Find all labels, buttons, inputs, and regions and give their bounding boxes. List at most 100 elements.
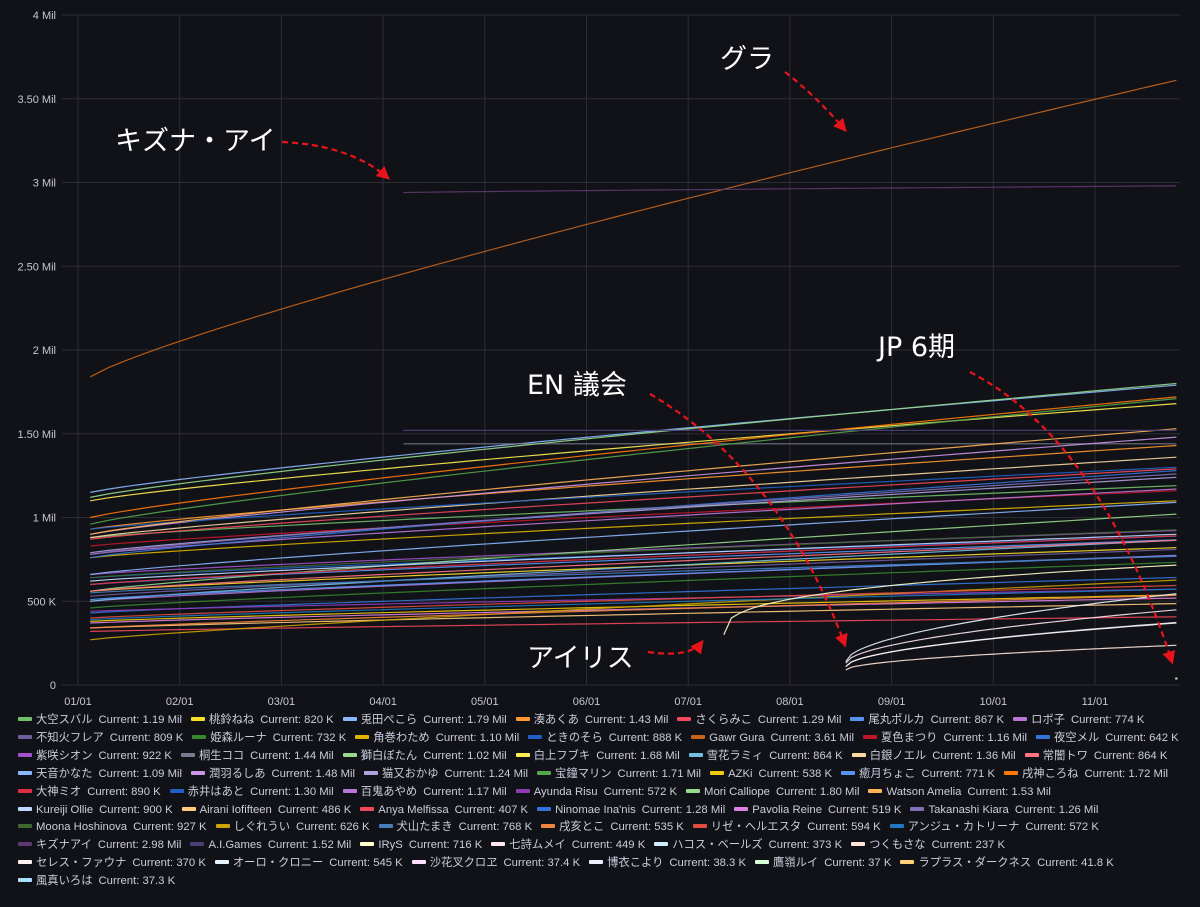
legend-item[interactable]: Ninomae Ina'nis Current: 1.28 Mil (537, 802, 725, 820)
legend-item[interactable]: 鷹嶺ルイ Current: 37 K (755, 855, 891, 873)
legend-series-name: Gawr Gura (709, 731, 765, 744)
legend-item[interactable]: Gawr Gura Current: 3.61 Mil (691, 730, 854, 748)
legend-series-name: 常闇トワ (1042, 749, 1088, 762)
legend-swatch (691, 734, 706, 739)
legend-current-value: Current: 37 K (824, 857, 892, 870)
x-axis: 01/01 02/01 03/01 04/01 05/01 06/01 07/01 08/01… (64, 696, 1108, 708)
legend-item[interactable]: 潤羽るしあ Current: 1.48 Mil (191, 766, 355, 784)
legend-item[interactable]: キズナアイ Current: 2.98 Mil (18, 837, 181, 855)
legend-series-name: Moona Hoshinova (36, 821, 128, 834)
legend-current-value: Current: 1.26 Mil (1014, 803, 1099, 816)
legend-item[interactable]: 赤井はあと Current: 1.30 Mil (169, 784, 334, 802)
legend-series-name: 赤井はあと (187, 785, 245, 798)
legend-item[interactable]: 尾丸ポルカ Current: 867 K (850, 712, 1004, 730)
legend-series-name: Ninomae Ina'nis (555, 803, 636, 816)
legend-item[interactable]: 戌亥とこ Current: 535 K (541, 819, 684, 837)
legend-swatch (589, 860, 604, 865)
legend-item[interactable]: Takanashi Kiara Current: 1.26 Mil (910, 802, 1098, 820)
series-line-43 (90, 594, 1177, 629)
legend-item[interactable]: セレス・ファウナ Current: 370 K (18, 855, 206, 873)
x-tick-label: 03/01 (268, 696, 296, 708)
legend-item[interactable]: ラプラス・ダークネス Current: 41.8 K (900, 855, 1114, 873)
legend-item[interactable]: 紫咲シオン Current: 922 K (18, 748, 172, 766)
legend-swatch (851, 842, 866, 847)
legend-swatch (355, 734, 370, 739)
legend-item[interactable]: ときのそら Current: 888 K (528, 730, 682, 748)
legend-item[interactable]: 大神ミオ Current: 890 K (18, 784, 161, 802)
legend-item[interactable]: 桐生ココ Current: 1.44 Mil (180, 748, 334, 766)
legend-item[interactable]: 犬山たまき Current: 768 K (378, 819, 532, 837)
legend-item[interactable]: 七詩ムメイ Current: 449 K (491, 837, 645, 855)
legend-current-value: Current: 1.19 Mil (98, 714, 183, 726)
legend-item[interactable]: Moona Hoshinova Current: 927 K (18, 819, 207, 837)
legend-current-value: Current: 2.98 Mil (97, 839, 182, 852)
legend-item[interactable]: Ayunda Risu Current: 572 K (515, 784, 677, 802)
series-line-48 (723, 564, 1177, 636)
legend-item[interactable]: 角巻わため Current: 1.10 Mil (355, 730, 519, 748)
legend-item[interactable]: 獅白ぼたん Current: 1.02 Mil (342, 748, 507, 766)
legend-item[interactable]: ロボ子 Current: 774 K (1013, 712, 1144, 730)
legend-swatch (528, 734, 543, 739)
legend-swatch (515, 717, 530, 722)
legend-item[interactable]: 白上フブキ Current: 1.68 Mil (515, 748, 680, 766)
legend-item[interactable]: 天音かなた Current: 1.09 Mil (18, 766, 182, 784)
legend-item[interactable]: 不知火フレア Current: 809 K (18, 730, 183, 748)
legend-item[interactable]: さくらみこ Current: 1.29 Mil (677, 712, 841, 730)
legend-item[interactable]: AZKi Current: 538 K (710, 766, 832, 784)
legend-item[interactable]: 大空スバル Current: 1.19 Mil (18, 712, 182, 730)
series-line-7 (90, 548, 1177, 597)
series-line-33 (90, 428, 1177, 535)
legend-item[interactable]: 夏色まつり Current: 1.16 Mil (862, 730, 1027, 748)
y-axis: 0 500 K 1 Mil 1.50 Mil 2 Mil 2.50 Mil 3 Mil 3.5… (17, 10, 56, 692)
legend-item[interactable]: Mori Calliope Current: 1.80 Mil (686, 784, 859, 802)
legend-item[interactable]: 博衣こより Current: 38.3 K (589, 855, 746, 873)
legend-item[interactable]: Anya Melfissa Current: 407 K (360, 802, 528, 820)
legend-series-name: 兎田ぺこら (360, 714, 418, 726)
legend-item[interactable]: A.I.Games Current: 1.52 Mil (190, 837, 351, 855)
legend-item[interactable]: Pavolia Reine Current: 519 K (734, 802, 901, 820)
legend-item[interactable]: 常闇トワ Current: 864 K (1024, 748, 1167, 766)
annotation-label: アイリス (527, 643, 634, 674)
legend-item[interactable]: 猫又おかゆ Current: 1.24 Mil (364, 766, 528, 784)
legend-series-name: 潤羽るしあ (209, 767, 266, 780)
legend-series-name: Watson Amelia (886, 785, 962, 798)
series-line-53 (845, 593, 1177, 662)
legend-item[interactable]: 夜空メル Current: 642 K (1036, 730, 1179, 748)
legend-item[interactable]: しぐれうい Current: 626 K (215, 819, 370, 837)
legend-item[interactable]: ハコス・ベールズ Current: 373 K (654, 837, 842, 855)
legend-series-name: Airani Iofifteen (199, 803, 272, 816)
legend-item[interactable]: リゼ・ヘルエスタ Current: 594 K (692, 819, 881, 837)
legend-item[interactable]: オーロ・クロニー Current: 545 K (214, 855, 403, 873)
legend-swatch (190, 842, 205, 847)
legend-swatch (1003, 770, 1018, 775)
legend-item[interactable]: Kureiji Ollie Current: 900 K (18, 802, 173, 820)
legend-item[interactable]: 癒月ちょこ Current: 771 K (841, 766, 995, 784)
legend-swatch (18, 717, 32, 722)
legend-current-value: Current: 900 K (99, 803, 173, 816)
legend-item[interactable]: 湊あくあ Current: 1.43 Mil (515, 712, 668, 730)
annotation-label: EN 議会 (527, 370, 627, 401)
legend-item[interactable]: Watson Amelia Current: 1.53 Mil (868, 784, 1051, 802)
legend-item[interactable]: 風真いろは Current: 37.3 K (18, 873, 175, 891)
legend-item[interactable]: 雪花ラミィ Current: 864 K (688, 748, 843, 766)
legend-item[interactable]: つくもさな Current: 237 K (851, 837, 1005, 855)
legend-item[interactable]: 姫森ルーナ Current: 732 K (192, 730, 346, 748)
legend-swatch (169, 788, 184, 793)
legend-swatch (342, 788, 357, 793)
legend-item[interactable]: IRyS Current: 716 K (360, 837, 482, 855)
legend-swatch (18, 842, 32, 847)
legend: 大空スバル Current: 1.19 Mil 桃鈴ねね Current: 820 K… (18, 712, 1188, 891)
legend-item[interactable]: 宝鐘マリン Current: 1.71 Mil (537, 766, 701, 784)
legend-item[interactable]: 沙花叉クロヱ Current: 37.4 K (411, 855, 580, 873)
legend-item[interactable]: 戌神ころね Current: 1.72 Mil (1003, 766, 1168, 784)
legend-item[interactable]: 兎田ぺこら Current: 1.79 Mil (342, 712, 507, 730)
legend-series-name: 獅白ぼたん (360, 749, 418, 762)
legend-item[interactable]: 百鬼あやめ Current: 1.17 Mil (342, 784, 507, 802)
legend-item[interactable]: 白銀ノエル Current: 1.36 Mil (851, 748, 1016, 766)
legend-item[interactable]: アンジュ・カトリーナ Current: 572 K (889, 819, 1099, 837)
legend-swatch (191, 717, 206, 722)
legend-item[interactable]: 桃鈴ねね Current: 820 K (191, 712, 334, 730)
legend-swatch (18, 806, 32, 811)
legend-item[interactable]: Airani Iofifteen Current: 486 K (181, 802, 351, 820)
legend-swatch (541, 824, 556, 829)
